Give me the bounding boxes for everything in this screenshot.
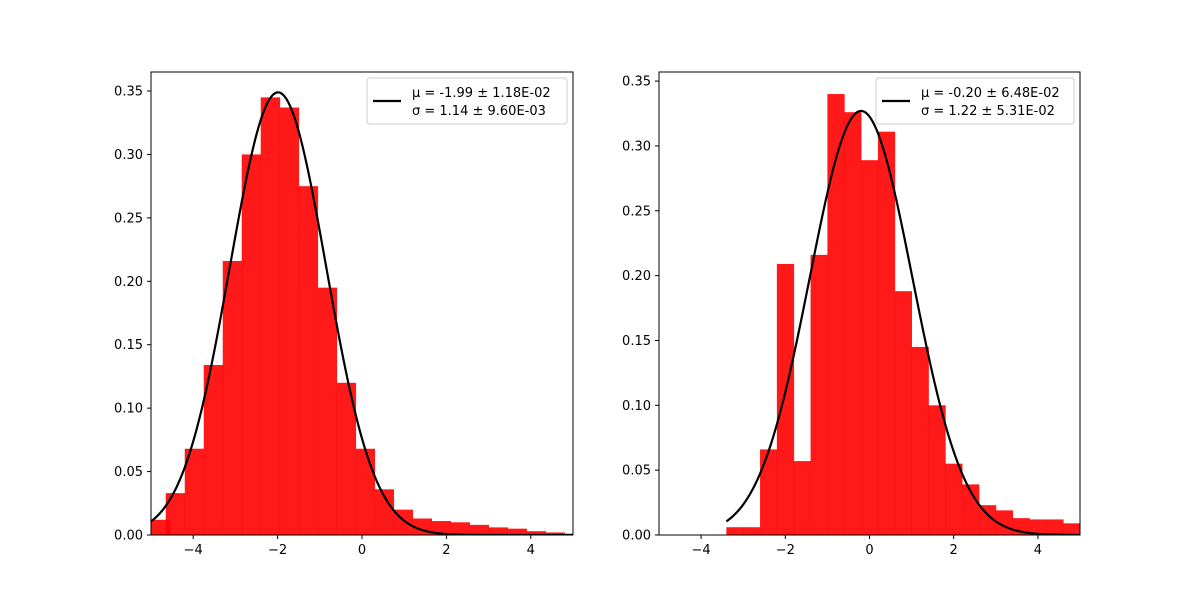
histogram-bar <box>810 254 828 535</box>
x-tick-label: −2 <box>776 543 795 558</box>
histogram-bar <box>336 382 357 535</box>
histogram-bar <box>241 154 262 535</box>
histogram-bar <box>203 365 224 535</box>
histogram-bar <box>260 97 281 535</box>
right-histogram-panel: −4 −2 0 2 4 0.00 0.05 0.10 0.15 0.20 0.25 0.30 0.35 μ… <box>622 71 1081 558</box>
x-tick-label: 0 <box>865 543 873 558</box>
legend-mu-label: μ = -0.20 ± 6.48E-02 <box>921 86 1060 101</box>
y-tick-label: 0.20 <box>114 275 143 290</box>
histogram-bar <box>431 521 452 535</box>
histogram-bar <box>488 527 508 535</box>
histogram-bar <box>184 448 205 535</box>
histogram-bar <box>726 527 744 535</box>
histogram-bar <box>1046 519 1064 535</box>
y-tick-label: 0.15 <box>622 334 651 349</box>
x-tick-label: 2 <box>950 543 958 558</box>
x-tick-label: −4 <box>692 543 711 558</box>
plot-area <box>725 94 1080 535</box>
histogram-bar <box>1029 519 1047 535</box>
x-tick-label: 2 <box>442 543 450 558</box>
y-tick-label: 0.25 <box>622 204 651 219</box>
plot-area <box>151 91 573 535</box>
histogram-bar <box>861 160 879 535</box>
gaussian-fit-line <box>725 109 1080 535</box>
y-tick-label: 0.35 <box>114 85 143 100</box>
left-histogram-panel: −4 −2 0 2 4 0.00 0.05 0.10 0.15 0.20 0.25 0.30 0.35 μ… <box>114 71 574 558</box>
histogram-bar <box>355 448 376 535</box>
histogram-bar <box>776 263 795 535</box>
histogram-bar <box>298 186 319 535</box>
y-tick-label: 0.10 <box>114 402 143 417</box>
y-tick-label: 0.05 <box>622 464 651 479</box>
legend: μ = -0.20 ± 6.48E-02 σ = 1.22 ± 5.31E-02 <box>875 77 1075 125</box>
histogram-bar <box>526 531 546 535</box>
legend-sigma-label: σ = 1.14 ± 9.60E-03 <box>412 104 546 119</box>
y-tick-label: 0.20 <box>622 269 651 284</box>
y-tick-label: 0.15 <box>114 338 143 353</box>
x-tick-label: −4 <box>184 543 203 558</box>
histogram-bar <box>151 519 171 535</box>
histogram-bar <box>317 287 338 535</box>
legend-box <box>875 77 1075 125</box>
legend: μ = -1.99 ± 1.18E-02 σ = 1.14 ± 9.60E-03 <box>366 77 568 125</box>
histogram-bar <box>279 107 300 535</box>
histogram-bar <box>450 522 471 535</box>
x-tick-label: 0 <box>358 543 366 558</box>
histogram-bar <box>507 528 527 535</box>
x-tick-label: 4 <box>1034 543 1042 558</box>
x-tick-label: 4 <box>527 543 535 558</box>
histogram-bar <box>911 346 929 535</box>
x-tick-label: −2 <box>268 543 287 558</box>
legend-mu-label: μ = -1.99 ± 1.18E-02 <box>412 86 551 101</box>
y-tick-label: 0.00 <box>114 529 143 544</box>
y-tick-label: 0.35 <box>622 75 651 90</box>
histogram-bar <box>374 489 395 535</box>
histogram-bar <box>222 261 243 535</box>
histogram-bar <box>545 532 565 535</box>
y-tick-label: 0.05 <box>114 465 143 480</box>
histogram-bar <box>928 405 946 535</box>
histogram-bar <box>165 493 186 535</box>
y-tick-label: 0.30 <box>622 139 651 154</box>
legend-sigma-label: σ = 1.22 ± 5.31E-02 <box>921 104 1055 119</box>
histogram-bar <box>894 291 912 535</box>
histogram-bar <box>1063 523 1080 535</box>
histogram-bar <box>469 524 489 535</box>
legend-box <box>366 77 568 125</box>
y-tick-label: 0.00 <box>622 529 651 544</box>
y-tick-label: 0.10 <box>622 399 651 414</box>
histogram-bar <box>978 505 997 535</box>
histogram-bar <box>743 527 761 535</box>
y-tick-label: 0.30 <box>114 148 143 163</box>
histogram-bar <box>945 463 963 535</box>
histogram-bar <box>793 461 811 535</box>
histogram-bar <box>877 131 896 535</box>
histogram-bar <box>827 94 845 535</box>
y-tick-label: 0.25 <box>114 211 143 226</box>
histogram-bar <box>760 449 778 535</box>
histogram-bar <box>844 112 862 535</box>
